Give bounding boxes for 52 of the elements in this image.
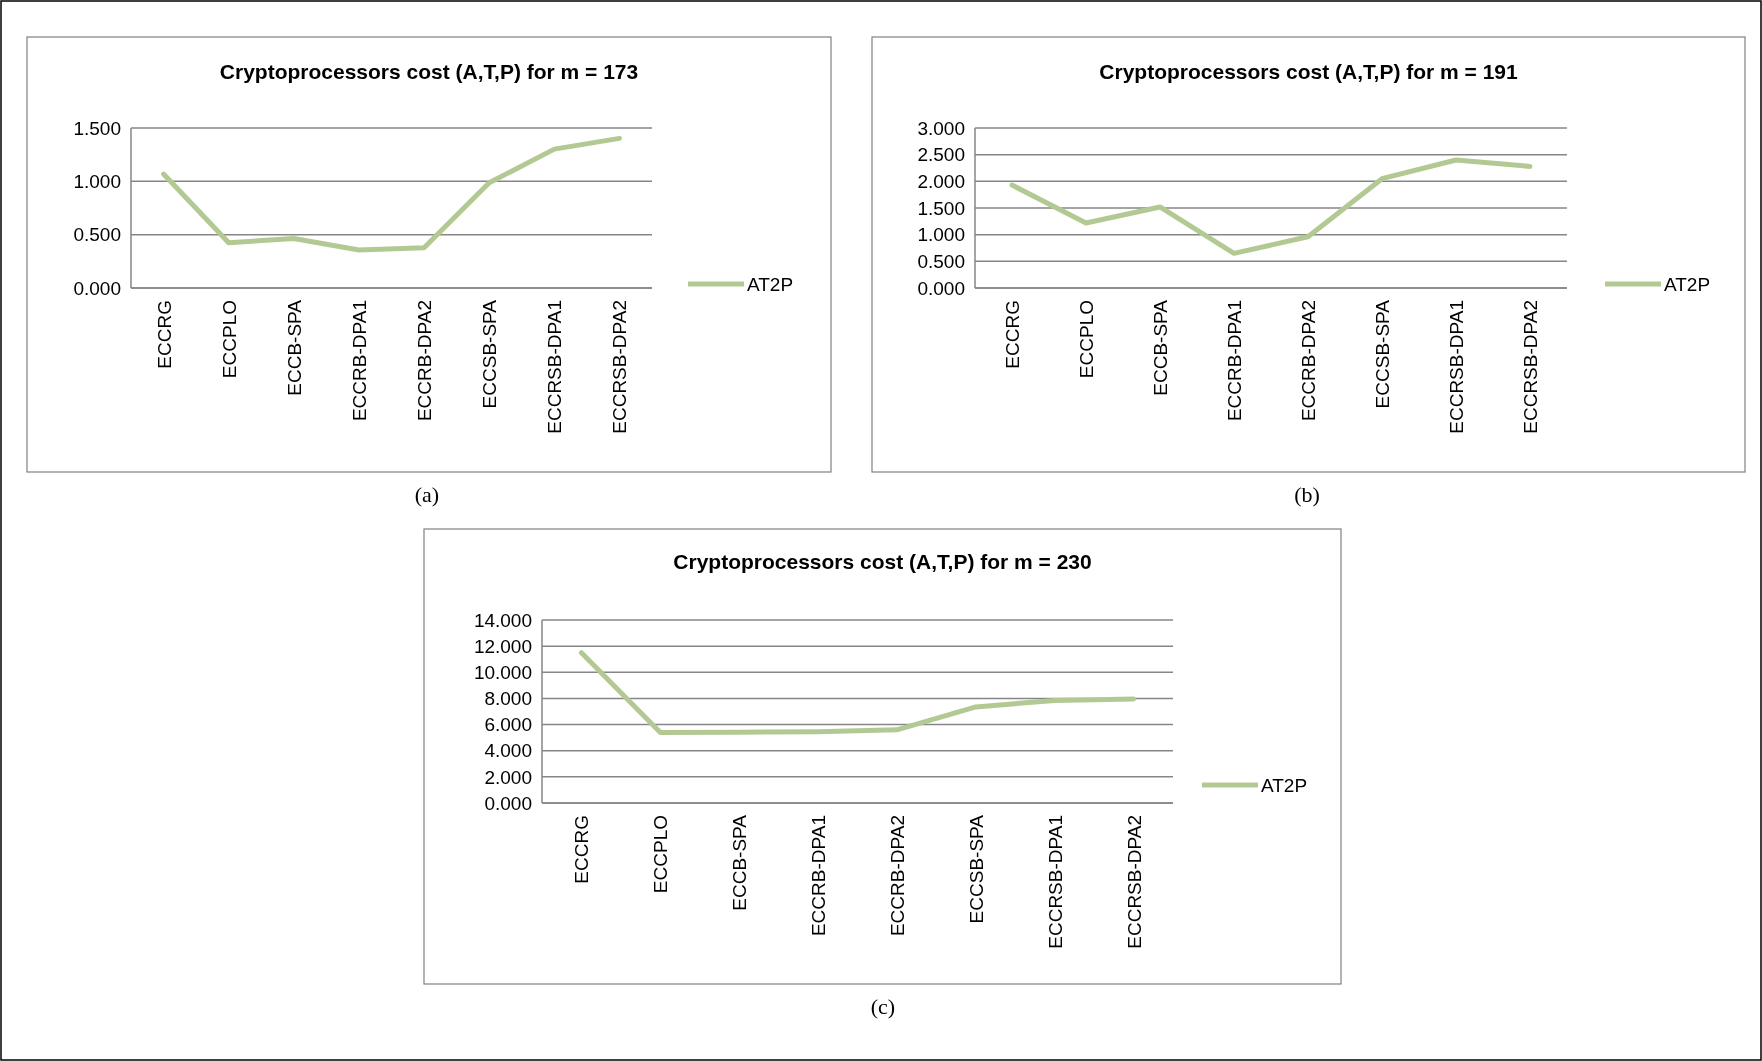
legend-label: AT2P [1664,273,1711,295]
x-tick-label: ECCPLO [650,815,672,894]
x-tick-label: ECCRSB-DPA1 [544,300,566,434]
y-tick-label: 2.000 [484,766,532,788]
x-tick-label: ECCRSB-DPA1 [1446,300,1467,434]
y-tick-label: 1.000 [917,224,965,246]
y-tick-label: 0.000 [484,792,532,814]
x-tick-label: ECCRB-DPA2 [1298,300,1319,422]
y-tick-label: 8.000 [484,688,532,710]
x-tick-label: ECCSB-SPA [479,299,501,409]
x-tick-label: ECCRG [1002,300,1023,369]
chart-title: Cryptoprocessors cost (A,T,P) for m = 173 [219,60,639,83]
text: (a) [414,481,440,507]
x-tick-label: ECCRG [571,815,593,884]
x-tick-label: ECCPLO [1076,300,1097,379]
x-tick-label: ECCRB-DPA1 [1224,300,1245,422]
x-tick-label: ECCPLO [218,300,240,379]
y-tick-label: 10.000 [473,661,532,683]
legend-label: AT2P [747,273,794,295]
x-tick-label: ECCRB-DPA1 [808,815,830,937]
x-tick-label: ECCB-SPA [729,814,751,911]
y-tick-label: 4.000 [484,740,532,762]
y-tick-label: 1.500 [917,197,965,219]
y-tick-label: 1.500 [73,117,121,139]
y-tick-label: 14.000 [473,609,532,631]
text: (b) [1294,481,1320,507]
y-tick-label: 0.000 [73,277,121,299]
text: (c) [870,993,896,1019]
y-tick-label: 0.500 [73,224,121,246]
y-tick-label: 0.500 [917,250,965,272]
x-tick-label: ECCRSB-DPA2 [609,300,631,434]
x-tick-label: ECCRSB-DPA2 [1123,815,1145,949]
x-tick-label: ECCB-SPA [1150,299,1171,396]
y-tick-label: 2.500 [917,144,965,166]
x-tick-label: ECCRSB-DPA2 [1520,300,1541,434]
y-tick-label: 2.000 [917,170,965,192]
x-tick-label: ECCRG [153,300,175,369]
x-tick-label: ECCSB-SPA [965,814,987,924]
y-tick-label: 0.000 [917,277,965,299]
y-tick-label: 12.000 [473,635,532,657]
x-tick-label: ECCSB-SPA [1372,299,1393,409]
x-tick-label: ECCRB-DPA2 [414,300,436,422]
y-tick-label: 1.000 [73,170,121,192]
y-tick-label: 6.000 [484,714,532,736]
x-tick-label: ECCRB-DPA2 [886,815,908,937]
x-tick-label: ECCRSB-DPA1 [1044,815,1066,949]
x-tick-label: ECCB-SPA [283,299,305,396]
chart-title: Cryptoprocessors cost (A,T,P) for m = 230 [673,550,1092,573]
legend-label: AT2P [1261,774,1308,796]
chart-title: Cryptoprocessors cost (A,T,P) for m = 191 [1099,60,1518,83]
x-tick-label: ECCRB-DPA1 [348,300,370,422]
y-tick-label: 3.000 [917,117,965,139]
